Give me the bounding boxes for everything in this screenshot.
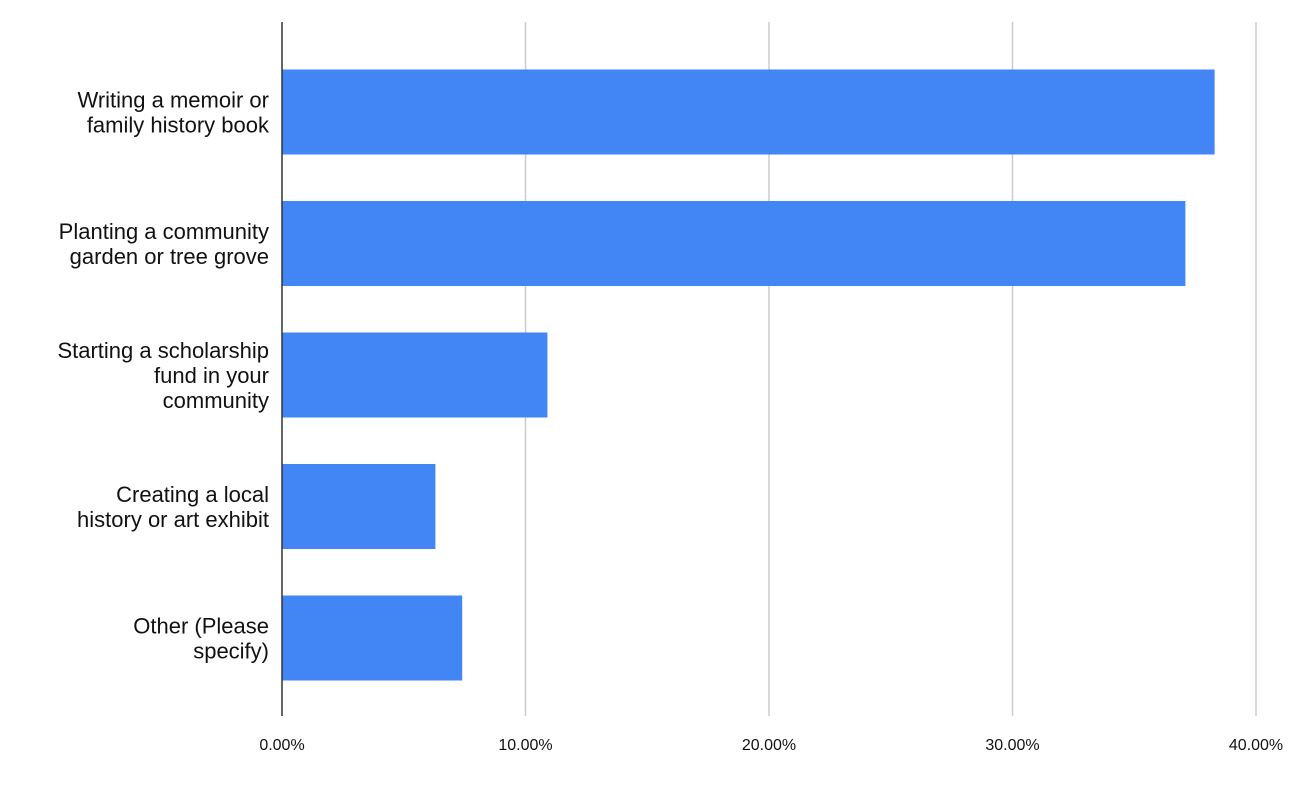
x-tick-label: 40.00% [1229,737,1283,754]
bars [282,69,1215,681]
bar [282,332,548,418]
category-label: Writing a memoir or family history book [77,88,270,138]
x-tick-labels: 0.00% 10.00% 20.00% 30.00% 40.00% [259,737,1283,754]
bar [282,464,436,549]
category-label: Starting a scholarship fund in your commun… [57,338,269,413]
x-tick-label: 0.00% [259,737,304,754]
category-labels: Writing a memoir or family history book Pl… [57,88,270,664]
bar [282,69,1215,155]
bar [282,595,463,681]
x-tick-label: 20.00% [742,737,796,754]
x-tick-label: 30.00% [985,737,1039,754]
x-tick-label: 10.00% [498,737,552,754]
category-label: Planting a community garden or tree grove [59,219,269,269]
category-label: Creating a local history or art exhibit [77,482,269,532]
bar [282,201,1186,286]
category-label: Other (Please specify) [133,614,269,664]
